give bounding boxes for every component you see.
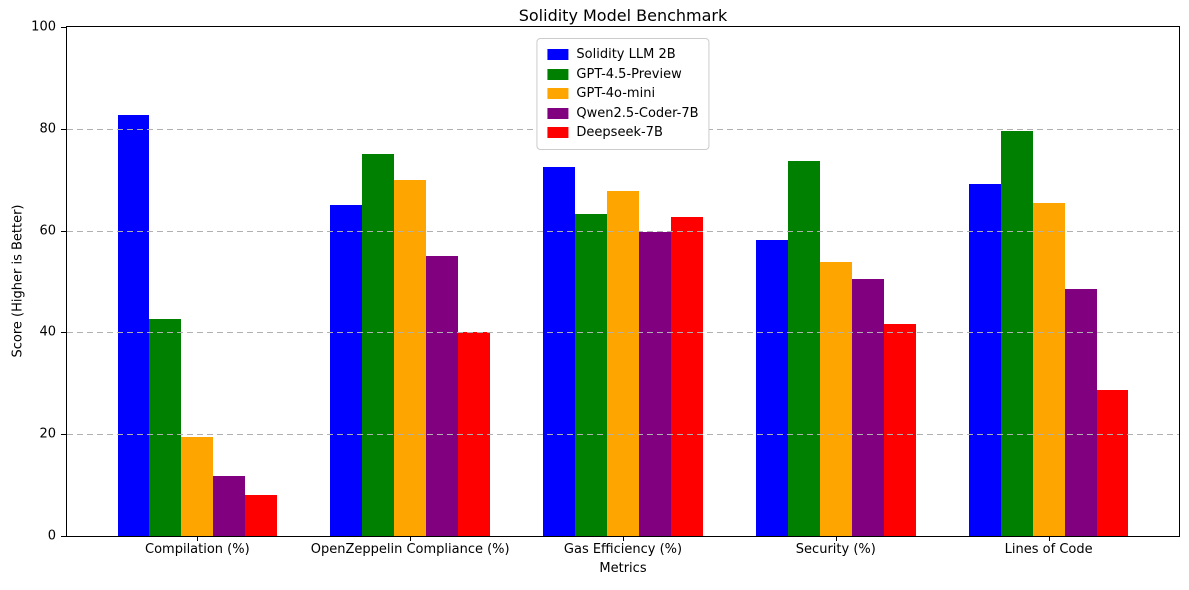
bar (330, 205, 363, 536)
y-tick-mark (61, 332, 66, 334)
legend-item: Qwen2.5-Coder-7B (547, 104, 699, 124)
gridline (67, 332, 1179, 334)
x-tick-label: Gas Efficiency (%) (563, 542, 683, 557)
y-tick-mark (61, 230, 66, 232)
legend-label: Deepseek-7B (576, 125, 663, 141)
bar (883, 324, 916, 536)
legend-item: GPT-4o-mini (547, 84, 698, 104)
bar (819, 261, 852, 536)
bar (756, 239, 788, 536)
legend-label: GPT-4o-mini (576, 86, 656, 102)
y-tick-label: 40 (39, 324, 56, 340)
legend-label: GPT-4.5-Preview (576, 66, 682, 82)
x-tick-mark (197, 537, 199, 541)
y-tick-label: 20 (39, 426, 56, 442)
legend-swatch (547, 88, 569, 100)
legend: Solidity LLM 2B GPT-4.5-Preview GPT-4o-min… (536, 38, 710, 150)
bar (1064, 289, 1097, 536)
bar (670, 216, 703, 536)
bar (181, 436, 214, 536)
y-tick-mark (61, 128, 66, 130)
x-tick-label: OpenZeppelin Compliance (%) (310, 542, 510, 557)
bar (117, 114, 150, 536)
plot-area: Solidity LLM 2B GPT-4.5-Preview GPT-4o-min… (66, 26, 1180, 537)
bar (394, 179, 427, 536)
bar (1032, 203, 1065, 536)
legend-swatch (547, 49, 569, 61)
x-tick-mark (623, 537, 624, 541)
x-tick-mark (835, 537, 837, 541)
legend-swatch (547, 127, 569, 139)
bar (787, 161, 820, 536)
bar (1096, 390, 1129, 536)
y-tick-label: 60 (39, 223, 56, 239)
bar (607, 191, 639, 536)
legend-swatch (547, 107, 569, 119)
y-tick-mark (61, 434, 66, 436)
chart-title: Solidity Model Benchmark (518, 6, 728, 25)
gridline (67, 230, 1179, 232)
legend-label: Solidity LLM 2B (576, 47, 676, 63)
bar (149, 319, 182, 536)
y-tick-mark (61, 536, 66, 537)
legend-item: Solidity LLM 2B (547, 45, 698, 65)
x-axis-label: Metrics (599, 561, 647, 576)
legend-item: Deepseek-7B (547, 123, 698, 143)
bar (213, 475, 246, 536)
x-tick-mark (410, 537, 412, 541)
x-tick-label: Security (%) (795, 542, 876, 557)
bar (638, 231, 671, 536)
y-tick-label: 100 (31, 19, 56, 35)
x-tick-label: Compilation (%) (145, 542, 250, 557)
legend-item: GPT-4.5-Preview (547, 65, 698, 85)
bar (1000, 130, 1033, 536)
x-tick-mark (1048, 537, 1050, 541)
bar (362, 154, 395, 536)
legend-swatch (547, 68, 569, 80)
legend-label: Qwen2.5-Coder-7B (576, 105, 699, 121)
x-tick-label: Lines of Code (1004, 542, 1093, 557)
bar (426, 256, 459, 536)
y-tick-label: 0 (47, 528, 56, 544)
bar (968, 183, 1001, 536)
y-tick-label: 80 (39, 121, 56, 137)
bar (851, 278, 884, 536)
y-tick-mark (61, 27, 66, 28)
gridline (67, 434, 1179, 436)
bar (245, 495, 278, 536)
bar (575, 213, 608, 536)
bar (543, 167, 576, 536)
